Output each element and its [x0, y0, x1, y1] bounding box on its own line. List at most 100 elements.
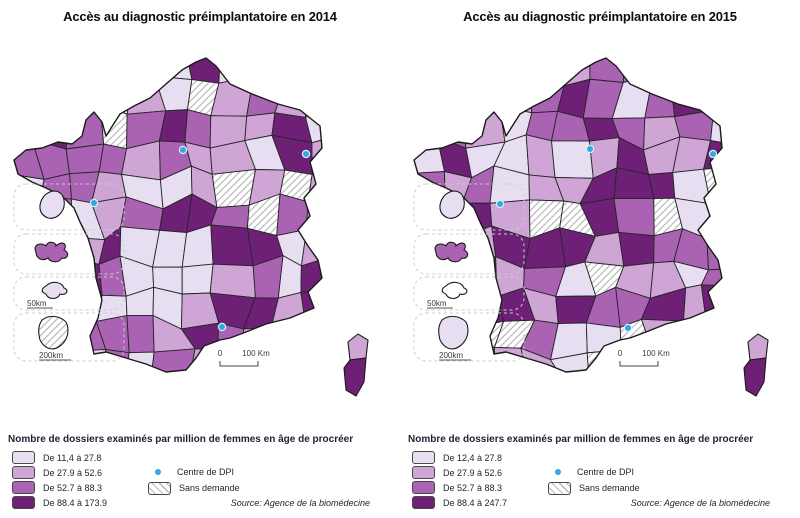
class2-label: De 27.9 à 52.6: [43, 467, 103, 478]
department: [706, 238, 722, 271]
department: [126, 315, 155, 354]
choropleth-map-2014: 50km 200km 0 100 Km: [13, 57, 369, 397]
class4-swatch: [12, 496, 35, 509]
department: [300, 346, 322, 372]
overseas-insets: 50km 200km: [13, 183, 125, 362]
dpi-center-icon: [555, 469, 561, 475]
dpi-center-dot: [89, 198, 99, 208]
department: [14, 315, 45, 359]
dpi-center-dot: [495, 199, 505, 209]
department: [676, 317, 711, 358]
department: [618, 231, 655, 267]
scalebar-zero: 0: [218, 349, 223, 358]
department: [674, 349, 711, 372]
scalebar-label: 100 Km: [242, 349, 270, 358]
scalebar-bracket: [219, 361, 259, 367]
department: [430, 58, 467, 85]
inset-guadeloupe: [434, 241, 469, 263]
source-credit: Source: Agence de la biomédecine: [230, 498, 370, 508]
sans-demande-label: Sans demande: [179, 483, 240, 493]
department: [14, 111, 35, 145]
department: [184, 109, 212, 149]
inset-martinique: [439, 190, 465, 219]
legend-class-row: De 11,4 à 27.8: [12, 450, 394, 465]
dpi-legend-label: Centre de DPI: [577, 467, 635, 477]
department: [300, 287, 322, 321]
department: [64, 58, 95, 85]
inset-scale-large-label: 200km: [39, 351, 63, 360]
dpi-center-icon: [155, 469, 161, 475]
corsica-north: [347, 333, 369, 361]
class1-label: De 11,4 à 27.8: [43, 452, 102, 463]
inset-guyane: [438, 315, 469, 350]
dpi-center-dot: [301, 149, 311, 159]
class3-label: De 52.7 à 88.3: [43, 482, 103, 493]
department: [209, 263, 256, 299]
department: [414, 343, 444, 372]
class2-swatch: [12, 466, 35, 479]
class3-swatch: [412, 481, 435, 494]
department: [14, 85, 44, 113]
dpi-centers: [495, 144, 718, 333]
corsica-north: [747, 333, 769, 361]
department: [430, 79, 465, 115]
department: [648, 172, 676, 199]
legend-classes: De 12,4 à 27.8 De 27.9 à 52.6 De 52.7 à …: [412, 450, 794, 510]
class1-swatch: [12, 451, 35, 464]
legend-class-row: De 52.7 à 88.3: [412, 480, 794, 495]
corsica-south: [343, 357, 367, 397]
legend-extra: Centre de DPI Sans demande: [148, 464, 240, 496]
legend-class-row: De 88.4 à 247.7: [412, 495, 794, 510]
department: [523, 58, 565, 87]
department: [414, 58, 436, 85]
department: [585, 322, 622, 354]
class1-swatch: [412, 451, 435, 464]
department: [670, 73, 715, 118]
inset-guyane: [38, 315, 69, 350]
department: [589, 58, 626, 83]
department: [670, 58, 713, 88]
map-panel-2015: Accès au diagnostic préimplantatoire en …: [400, 0, 800, 518]
dpi-center-dot: [708, 149, 718, 159]
legend-title: Nombre de dossiers examinés par million …: [408, 434, 754, 445]
class3-swatch: [12, 481, 35, 494]
department: [14, 349, 41, 372]
france-outline: [413, 57, 723, 373]
department: [300, 228, 322, 267]
department: [704, 74, 722, 112]
legend-classes: De 11,4 à 27.8 De 27.9 à 52.6 De 52.7 à …: [12, 450, 394, 510]
dpi-legend-label: Centre de DPI: [177, 467, 235, 477]
department: [700, 284, 722, 322]
scalebar-zero: 0: [618, 349, 623, 358]
department: [414, 106, 441, 139]
inset-scale-small-label: 50km: [427, 299, 447, 308]
map-panel-2014: Accès au diagnostic préimplantatoire en …: [8, 9, 394, 510]
map-title-2015: Accès au diagnostic préimplantatoire en …: [463, 9, 737, 24]
sans-demande-row: Sans demande: [148, 480, 240, 496]
department: [93, 74, 133, 115]
department: [305, 105, 322, 144]
class4-label: De 88.4 à 247.7: [443, 497, 508, 508]
legend-title: Nombre de dossiers examinés par million …: [8, 434, 354, 445]
department: [414, 136, 446, 174]
department: [710, 109, 722, 146]
legend-class-row: De 27.9 à 52.6: [12, 465, 394, 480]
dpi-center-dot: [585, 144, 595, 154]
department: [706, 195, 722, 241]
department: [525, 134, 556, 178]
department: [640, 318, 685, 353]
department: [463, 58, 497, 81]
department: [211, 168, 257, 209]
department: [276, 193, 309, 237]
sans-demande-swatch: [548, 481, 571, 495]
department: [241, 326, 281, 349]
class3-label: De 52.7 à 88.3: [443, 482, 503, 493]
class4-swatch: [412, 496, 435, 509]
department: [700, 267, 722, 288]
department: [210, 204, 250, 229]
department: [99, 104, 128, 150]
inset-reunion: [441, 281, 468, 300]
department: [181, 263, 214, 295]
department: [124, 351, 155, 372]
